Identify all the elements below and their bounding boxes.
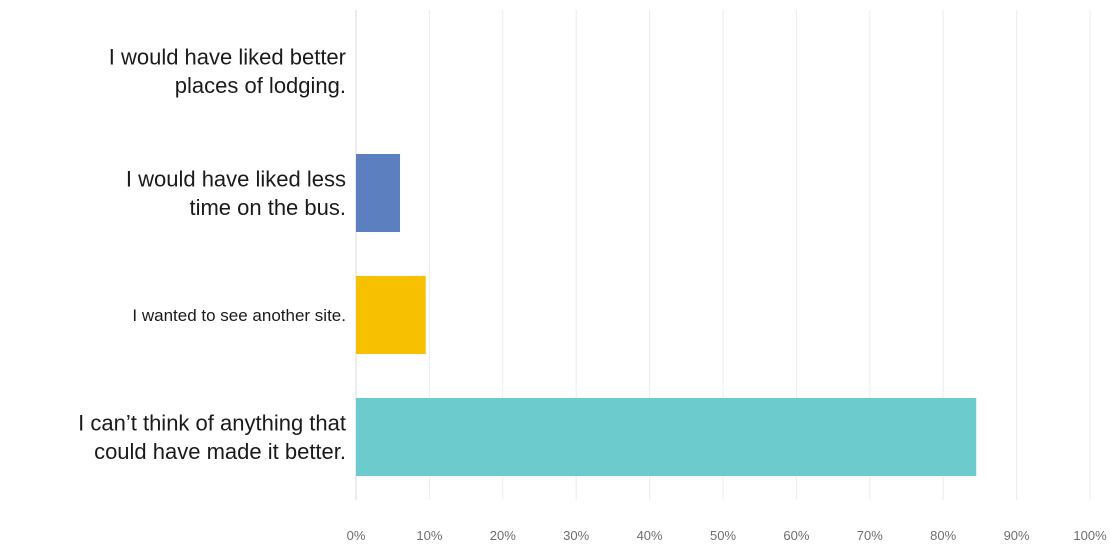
x-tick-label: 30% — [563, 528, 589, 543]
x-tick-label: 50% — [710, 528, 736, 543]
bar — [356, 398, 977, 476]
x-tick-label: 80% — [930, 528, 956, 543]
x-tick-label: 100% — [1073, 528, 1107, 543]
category-label: time on the bus. — [189, 195, 346, 220]
category-label: could have made it better. — [94, 439, 346, 464]
category-label: I would have liked less — [126, 166, 346, 191]
bar — [356, 276, 426, 354]
category-label: I would have liked better — [109, 44, 346, 69]
x-tick-label: 0% — [347, 528, 366, 543]
x-tick-label: 70% — [857, 528, 883, 543]
x-tick-label: 10% — [416, 528, 442, 543]
x-tick-label: 60% — [783, 528, 809, 543]
x-tick-label: 40% — [637, 528, 663, 543]
category-label: I wanted to see another site. — [132, 306, 346, 325]
bar — [356, 154, 401, 232]
x-tick-label: 20% — [490, 528, 516, 543]
category-label: I can’t think of anything that — [78, 410, 346, 435]
category-label: places of lodging. — [175, 73, 346, 98]
x-tick-label: 90% — [1004, 528, 1030, 543]
